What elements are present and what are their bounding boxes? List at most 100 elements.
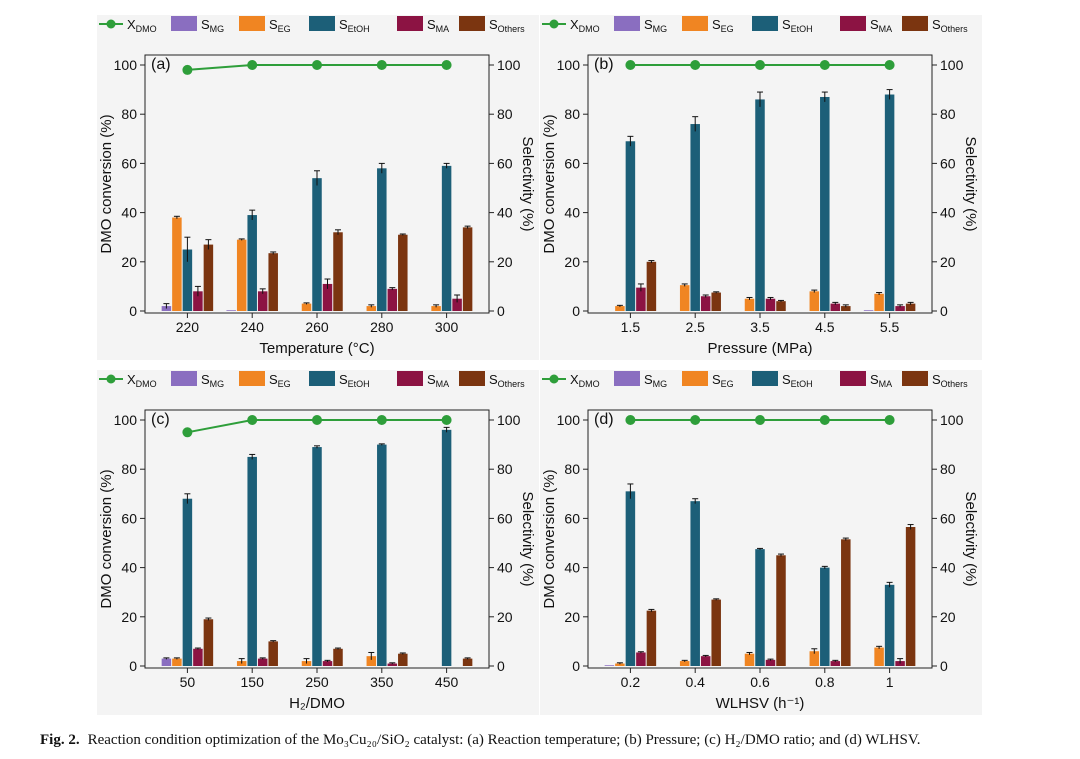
y-tick-label-left: 40 [121, 205, 137, 221]
bar-sma [765, 298, 776, 311]
bar-sma [193, 291, 203, 311]
y-tick-label-left: 0 [572, 658, 580, 674]
y-tick-label-right: 60 [940, 155, 956, 171]
bar-sma [830, 661, 841, 666]
legend-swatch [171, 371, 197, 386]
bar-sma [257, 658, 268, 666]
y-tick-label-right: 60 [497, 155, 513, 171]
legend-item-seg: SEG [239, 16, 291, 34]
legend-swatch [902, 371, 928, 386]
bar-sothers [841, 306, 851, 311]
x-tick-label: 50 [180, 674, 196, 690]
legend-swatch [614, 16, 640, 31]
legend-label: SMG [201, 17, 224, 34]
legend-swatch [682, 16, 708, 31]
y-tick-label-left: 40 [564, 205, 580, 221]
conversion-point [441, 415, 452, 425]
x-tick-label: 260 [305, 319, 329, 335]
legend-item-smg: SMG [171, 16, 224, 34]
legend-label: SEtOH [339, 372, 370, 389]
bar-sma [257, 291, 268, 311]
bar-sma [700, 296, 711, 311]
legend-item-sma: SMA [840, 16, 892, 34]
y-tick-label-left: 100 [114, 57, 138, 73]
legend-label: SEtOH [782, 17, 813, 34]
bar-setoh [377, 444, 387, 666]
bar-seg [809, 291, 820, 311]
conversion-point [312, 60, 322, 70]
legend-label: SEtOH [782, 372, 813, 389]
legend-item-sothers: SOthers [459, 16, 525, 34]
y-tick-label-left: 40 [121, 560, 137, 576]
y-tick-label-right: 100 [497, 57, 521, 73]
bar-sma [765, 659, 776, 666]
legend-item-sothers: SOthers [459, 371, 525, 389]
bar-seg [615, 306, 625, 311]
legend: XDMO SMG SEG SEtOH SMA SOthers [542, 371, 968, 389]
legend-label: XDMO [127, 17, 157, 34]
bar-seg [679, 661, 690, 666]
y-axis-title-left: DMO conversion (%) [98, 469, 115, 608]
x-tick-label: 1 [886, 674, 894, 690]
y-tick-label-right: 60 [940, 510, 956, 526]
legend-item-sothers: SOthers [902, 371, 968, 389]
legend-label: SMA [870, 372, 892, 389]
legend: XDMO SMG SEG SEtOH SMA SOthers [99, 371, 525, 389]
bar-seg [615, 663, 625, 666]
caption-label: Fig. 2. [40, 732, 80, 748]
bar-sothers [905, 303, 916, 311]
bar-sma [636, 652, 646, 666]
bar-setoh [312, 447, 322, 666]
bar-sothers [333, 232, 343, 311]
x-tick-label: 280 [370, 319, 394, 335]
panel-label: (d) [594, 411, 614, 428]
bar-sma [452, 298, 462, 311]
bar-seg [172, 217, 182, 311]
legend-swatch-marker [549, 19, 559, 29]
x-axis-title: Pressure (MPa) [707, 340, 812, 357]
conversion-point [312, 415, 322, 425]
x-tick-label: 220 [176, 319, 200, 335]
bar-setoh [312, 178, 322, 311]
conversion-point [247, 415, 258, 425]
bar-sma [636, 287, 646, 311]
legend-label: SMA [427, 372, 449, 389]
conversion-point [755, 60, 765, 70]
y-tick-label-right: 60 [497, 510, 513, 526]
panel-label: (a) [151, 56, 171, 73]
y-tick-label-left: 20 [121, 609, 137, 625]
bar-seg [366, 306, 377, 311]
bar-seg [172, 658, 182, 666]
conversion-point [690, 60, 701, 70]
x-tick-label: 350 [370, 674, 394, 690]
legend-label: SMG [644, 17, 667, 34]
bar-sothers [268, 641, 278, 666]
bar-setoh [182, 498, 193, 666]
bar-sma [387, 663, 398, 666]
legend-item-setoh: SEtOH [309, 371, 370, 389]
legend-label: SMG [201, 372, 224, 389]
y-tick-label-right: 80 [940, 106, 956, 122]
legend-swatch [309, 371, 335, 386]
legend-item-sma: SMA [397, 371, 449, 389]
y-tick-label-right: 100 [497, 412, 521, 428]
legend-swatch [614, 371, 640, 386]
legend-label: XDMO [570, 17, 600, 34]
legend-swatch [840, 16, 866, 31]
legend-swatch [459, 371, 485, 386]
conversion-point [755, 415, 765, 425]
bar-sma [895, 306, 905, 311]
y-tick-label-right: 20 [940, 254, 956, 270]
x-tick-label: 5.5 [880, 319, 900, 335]
x-tick-label: 0.4 [685, 674, 705, 690]
y-tick-label-right: 0 [497, 658, 505, 674]
y-tick-label-left: 60 [564, 510, 580, 526]
legend-swatch [309, 16, 335, 31]
conversion-point [247, 60, 258, 70]
legend-label: SOthers [932, 372, 968, 389]
y-tick-label-left: 40 [564, 560, 580, 576]
y-axis-title-left: DMO conversion (%) [98, 114, 115, 253]
y-tick-label-left: 80 [121, 106, 137, 122]
panel-d: XDMO SMG SEG SEtOH SMA SOthers 0 0 20 20 40 40 60 60 8… [540, 370, 982, 715]
